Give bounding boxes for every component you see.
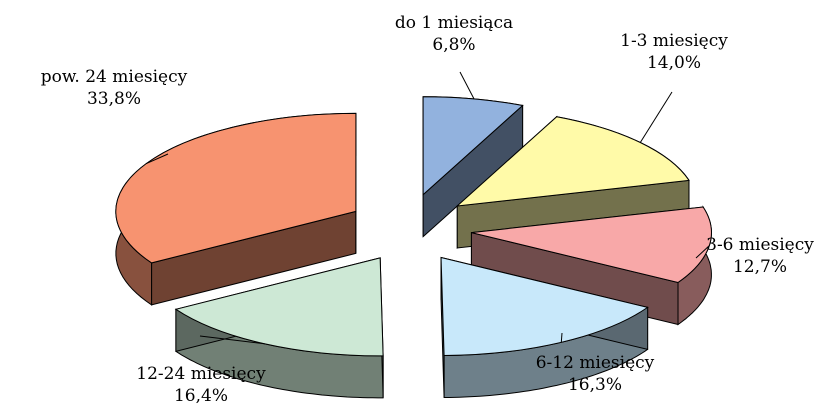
leader-line-0 — [459, 71, 475, 100]
slice-value: 33,8% — [86, 89, 141, 109]
leader-line-2 — [695, 245, 710, 259]
leader-line-4 — [199, 335, 265, 345]
slice-1 — [455, 116, 690, 207]
slice-label: 3-6 miesięcy — [706, 235, 814, 255]
slice-value: 16,4% — [173, 386, 229, 406]
slice-value: 14,0% — [646, 53, 701, 73]
label-slice-3: 6-12 miesięcy 16,3% — [536, 352, 655, 396]
leader-lines — [146, 71, 710, 345]
leader-line-1 — [639, 91, 673, 143]
leader-line-3 — [560, 332, 563, 343]
slice-label: do 1 miesiąca — [394, 13, 514, 33]
leader-line-5 — [146, 153, 169, 165]
slice-value: 12,7% — [732, 257, 787, 277]
slice-tops — [115, 96, 712, 357]
slice-value: 16,3% — [567, 375, 622, 395]
slice-label: pow. 24 miesięcy — [40, 67, 188, 87]
label-slice-5: pow. 24 miesięcy 33,8% — [41, 66, 187, 110]
label-slice-0: do 1 miesiąca 6,8% — [395, 12, 513, 56]
label-slice-2: 3-6 miesięcy 12,7% — [706, 234, 814, 278]
slice-0 — [422, 96, 524, 196]
slice-3 — [440, 256, 649, 357]
slice-label: 1-3 miesięcy — [620, 31, 728, 51]
slice-value: 6,8% — [432, 35, 476, 55]
slice-5 — [115, 112, 357, 264]
label-slice-1: 1-3 miesięcy 14,0% — [620, 30, 728, 74]
slice-label: 12-24 miesięcy — [136, 364, 266, 384]
slice-label: 6-12 miesięcy — [535, 353, 655, 373]
label-slice-4: 12-24 miesięcy 16,4% — [136, 363, 265, 407]
